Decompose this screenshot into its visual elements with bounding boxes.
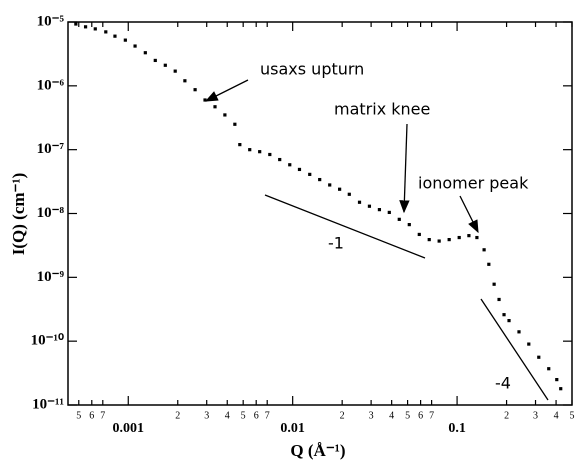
data-point — [83, 25, 88, 29]
data-point — [223, 113, 227, 117]
data-point — [417, 232, 421, 237]
x-tick-label: 0.001 — [113, 421, 145, 436]
annotation: matrix knee — [334, 100, 430, 119]
data-point — [308, 172, 312, 176]
x-tick-label: 5 — [241, 410, 246, 421]
x-tick-label: 4 — [554, 410, 559, 421]
data-point — [258, 150, 262, 154]
annotation: usaxs upturn — [260, 60, 364, 79]
data-point — [387, 210, 391, 215]
slope-guide — [480, 298, 549, 401]
data-point — [153, 58, 157, 63]
data-point — [238, 143, 242, 147]
y-tick-label: 10⁻⁹ — [37, 269, 65, 285]
x-tick-label: 3 — [204, 410, 209, 421]
data-point — [482, 248, 486, 252]
x-tick-label: 7 — [429, 410, 434, 421]
data-point — [203, 98, 207, 102]
data-point — [367, 204, 372, 208]
data-point — [527, 342, 531, 346]
slope-guide — [264, 194, 426, 259]
data-point — [113, 34, 117, 38]
data-point — [123, 38, 127, 42]
y-tick-label: 10⁻⁵ — [37, 13, 65, 29]
x-tick-label: 6 — [89, 410, 94, 421]
data-point — [407, 223, 411, 227]
data-point — [74, 22, 78, 26]
y-tick-label: 10⁻¹¹ — [32, 396, 64, 412]
data-point — [457, 235, 461, 240]
x-tick-label: 5 — [570, 410, 575, 421]
data-point — [447, 238, 451, 242]
x-tick-label: 7 — [265, 410, 270, 421]
data-point — [173, 69, 177, 73]
y-tick-label: 10⁻⁶ — [37, 77, 65, 93]
data-point — [507, 318, 511, 323]
annotation: -1 — [328, 234, 344, 253]
data-point — [143, 51, 147, 55]
annotation-arrow — [459, 195, 479, 234]
x-tick-label: 6 — [418, 410, 423, 421]
annotation-arrow — [204, 79, 249, 102]
data-point — [278, 157, 282, 162]
data-point — [427, 238, 431, 242]
data-point — [183, 79, 187, 83]
plot-frame — [67, 21, 573, 406]
data-point — [377, 208, 382, 212]
x-axis-title: Q (Å⁻¹) — [290, 441, 345, 460]
x-tick-label: 2 — [340, 410, 345, 421]
data-point — [397, 217, 401, 221]
x-tick-label: 4 — [225, 410, 230, 421]
data-point — [547, 367, 551, 371]
data-point — [475, 235, 479, 240]
data-point — [467, 234, 471, 238]
data-point — [133, 44, 137, 48]
x-tick-label: 2 — [175, 410, 180, 421]
data-point — [328, 183, 332, 187]
data-point — [559, 387, 563, 391]
x-tick-label: 3 — [533, 410, 538, 421]
x-tick-label: 6 — [254, 410, 259, 421]
data-point — [555, 377, 559, 382]
data-point — [502, 313, 506, 317]
data-point — [213, 105, 217, 109]
x-tick-label: 7 — [100, 410, 105, 421]
data-point — [347, 192, 351, 196]
data-point — [357, 200, 362, 204]
annotation: ionomer peak — [418, 174, 529, 193]
annotation-arrow — [399, 123, 410, 214]
data-point — [437, 239, 441, 243]
x-tick-label: 0.1 — [448, 421, 466, 436]
data-point — [492, 282, 496, 286]
x-tick-label: 5 — [76, 410, 81, 421]
data-point — [487, 262, 491, 266]
data-point — [104, 30, 108, 34]
data-point — [517, 330, 521, 334]
x-tick-label: 3 — [369, 410, 374, 421]
data-point — [318, 177, 322, 182]
data-point — [297, 167, 302, 172]
x-tick-label: 2 — [504, 410, 509, 421]
y-axis-title: I(Q) (cm⁻¹) — [9, 173, 28, 256]
data-point — [193, 88, 197, 92]
y-tick-label: 10⁻⁸ — [37, 205, 65, 221]
data-point — [338, 187, 342, 191]
y-tick-label: 10⁻¹⁰ — [31, 333, 64, 349]
data-point — [248, 148, 252, 152]
data-point — [537, 355, 541, 359]
data-point — [163, 63, 167, 67]
annotation: -4 — [495, 374, 511, 393]
data-point — [497, 297, 501, 302]
data-point — [268, 152, 272, 157]
x-tick-label: 5 — [405, 410, 410, 421]
data-point — [233, 122, 237, 126]
y-tick-label: 10⁻⁷ — [37, 141, 65, 157]
data-point — [93, 27, 97, 31]
x-tick-label: 0.01 — [280, 421, 305, 436]
data-point — [288, 163, 292, 167]
x-tick-label: 4 — [389, 410, 394, 421]
